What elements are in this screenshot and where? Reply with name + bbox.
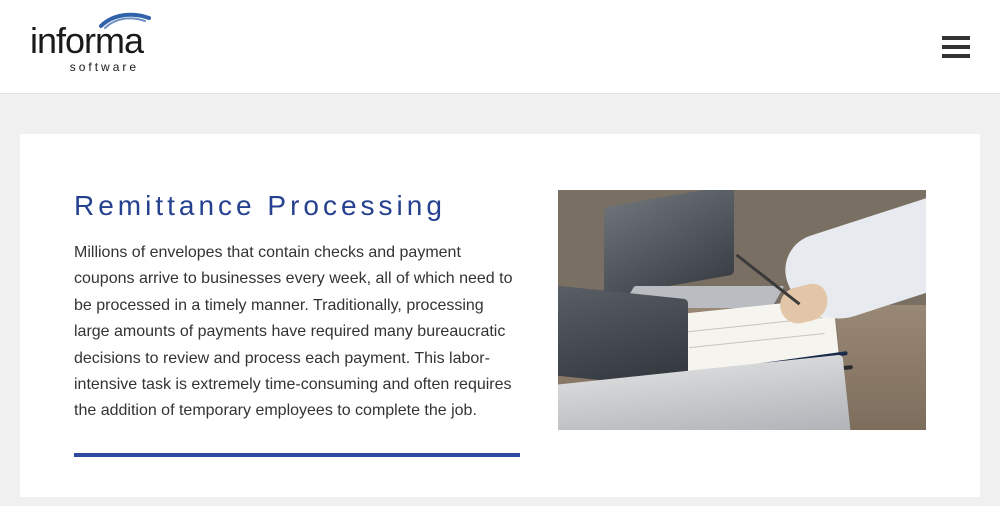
section-title: Remittance Processing xyxy=(74,190,520,222)
image-column xyxy=(558,190,926,457)
hamburger-icon xyxy=(942,45,970,49)
page-body: Remittance Processing Millions of envelo… xyxy=(0,94,1000,497)
hamburger-icon xyxy=(942,54,970,58)
section-body: Millions of envelopes that contain check… xyxy=(74,240,520,425)
hero-image xyxy=(558,190,926,430)
logo-subtext: software xyxy=(70,60,139,74)
logo-wordmark: informa xyxy=(30,20,143,62)
menu-button[interactable] xyxy=(942,36,970,58)
hamburger-icon xyxy=(942,36,970,40)
section-divider xyxy=(74,453,520,457)
text-column: Remittance Processing Millions of envelo… xyxy=(74,190,520,457)
logo-swoosh-icon xyxy=(99,12,151,30)
laptop-icon xyxy=(604,190,734,297)
site-header: informa software xyxy=(0,0,1000,94)
logo[interactable]: informa software xyxy=(30,20,143,74)
content-card: Remittance Processing Millions of envelo… xyxy=(20,134,980,497)
